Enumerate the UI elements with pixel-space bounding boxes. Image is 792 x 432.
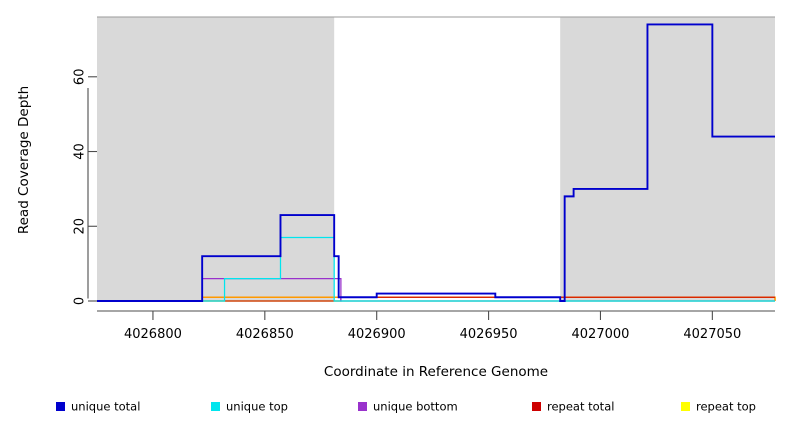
x-tick-label: 4027000 [572, 327, 630, 342]
series-layer [97, 23, 776, 302]
x-tick-label: 4026800 [124, 327, 182, 342]
legend-swatch-repeat-total [532, 402, 541, 411]
legend-label-unique-total: unique total [71, 400, 140, 414]
y-tick-label: 60 [73, 69, 88, 86]
y-tick-label: 0 [73, 297, 88, 305]
legend-label-repeat-top: repeat top [696, 400, 756, 414]
y-axis-title: Read Coverage Depth [16, 86, 32, 234]
x-tick-label: 4026850 [236, 327, 294, 342]
legend-swatch-unique-total [56, 402, 65, 411]
x-tick-label: 4026900 [348, 327, 406, 342]
series-unique-total [97, 23, 775, 302]
legend-label-unique-top: unique top [226, 400, 288, 414]
y-tick-layer: 0 20 40 60 [73, 69, 97, 305]
x-tick-label: 4026950 [460, 327, 518, 342]
repeat-region-left [97, 17, 335, 301]
x-tick-layer: 4026800 4026850 4026900 4026950 4027000 40270… [124, 311, 741, 342]
legend-label-repeat-total: repeat total [547, 400, 614, 414]
axis-layer [87, 88, 775, 312]
series-unique-top [97, 236, 775, 302]
legend-label-unique-bottom: unique bottom [373, 400, 458, 414]
y-tick-label: 40 [73, 143, 88, 160]
legend-swatch-unique-bottom [358, 402, 367, 411]
repeat-region-right [560, 17, 775, 301]
legend-swatch-unique-top [211, 402, 220, 411]
shaded-repeat-regions [97, 16, 775, 301]
legend-swatch-repeat-top [681, 402, 690, 411]
x-tick-label: 4027050 [683, 327, 741, 342]
y-tick-label: 20 [73, 218, 88, 235]
x-axis-title: Coordinate in Reference Genome [324, 364, 548, 380]
legend: unique total unique top unique bottom repea… [56, 400, 756, 414]
